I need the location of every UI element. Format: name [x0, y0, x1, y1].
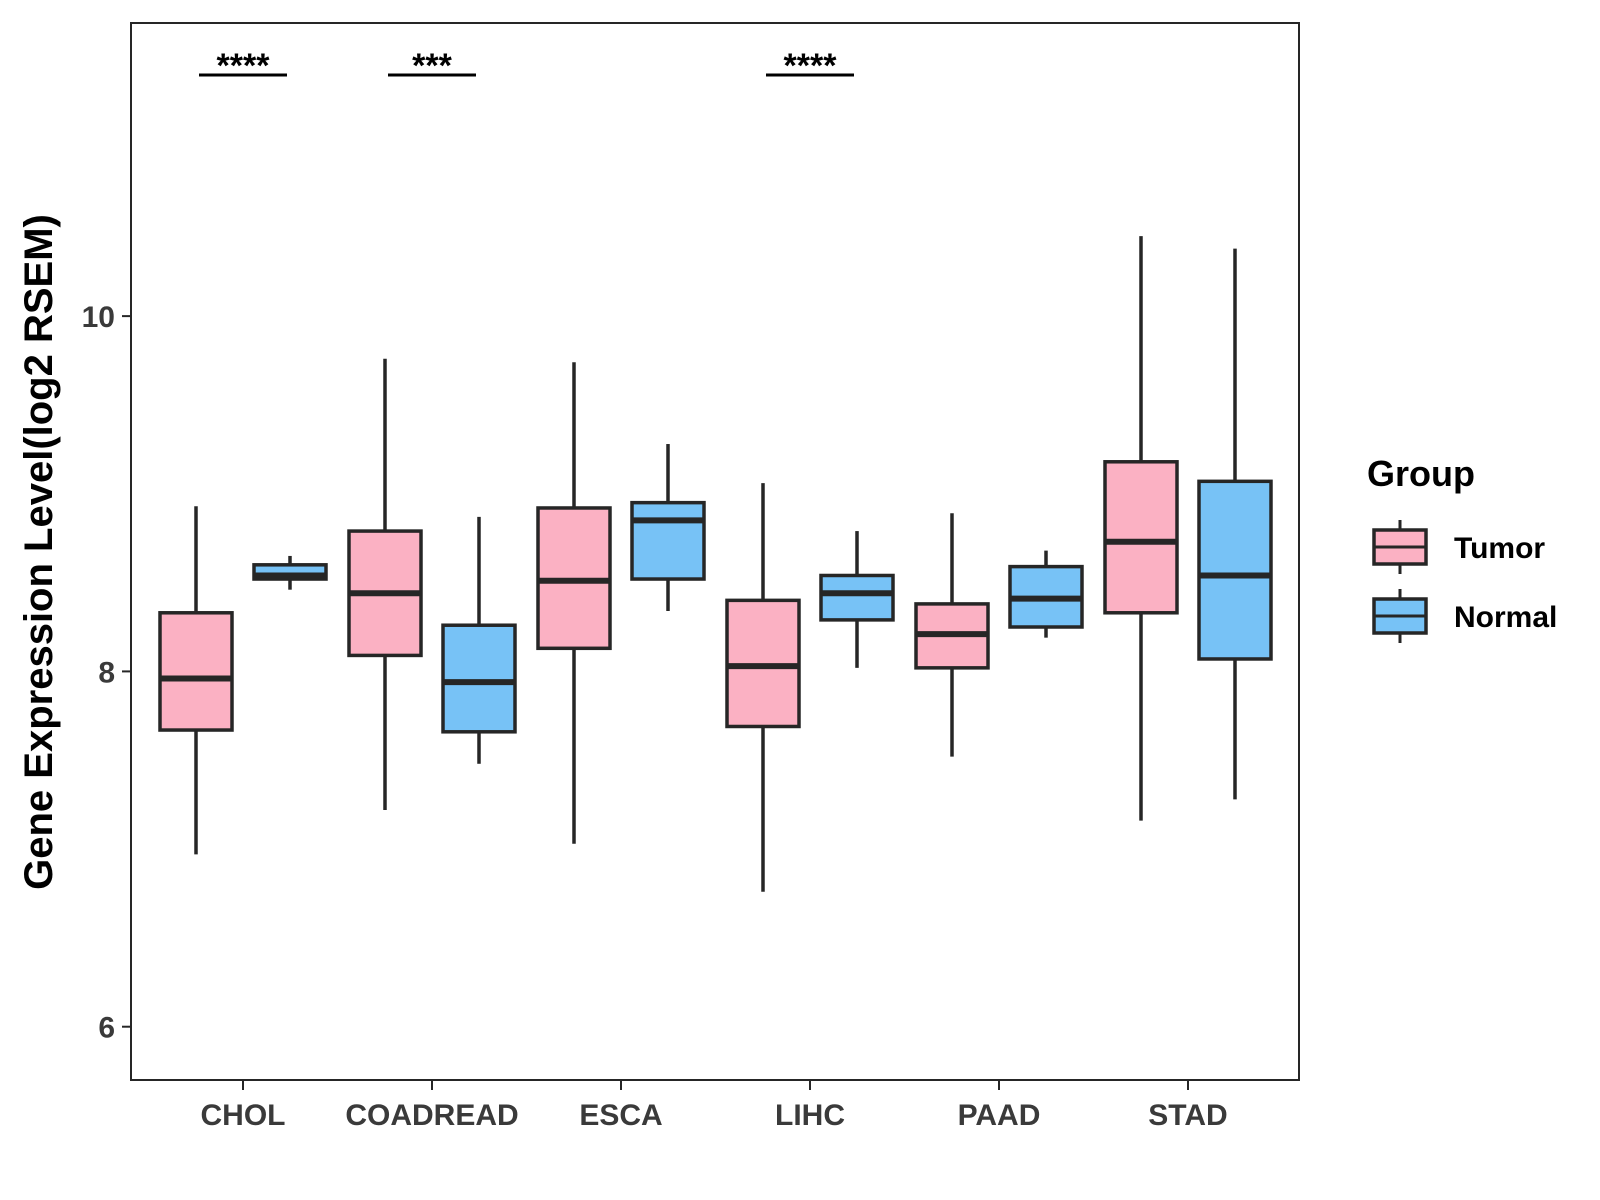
iqr-box [1103, 460, 1179, 615]
x-tick-label: PAAD [958, 1099, 1041, 1132]
box-normal-stad [1197, 248, 1273, 800]
iqr-box [158, 611, 234, 732]
legend-items: Tumor Normal [1372, 520, 1557, 643]
y-axis-label: Gene Expression Level(log2 RSEM) [17, 214, 61, 890]
legend-label: Tumor [1454, 532, 1545, 565]
box-tumor-coadread [347, 358, 423, 810]
y-tick-label: 8 [98, 656, 115, 689]
legend-item-tumor: Tumor [1372, 520, 1545, 574]
box-normal-chol [252, 555, 328, 590]
box-tumor-lihc [725, 483, 801, 892]
legend: Group Tumor Normal [1367, 453, 1557, 643]
x-axis: CHOL COADREAD ESCA LIHC PAAD STAD [201, 1080, 1228, 1132]
box-tumor-stad [1103, 236, 1179, 821]
x-tick-label: ESCA [579, 1099, 662, 1132]
box-tumor-paad [914, 513, 990, 757]
legend-item-normal: Normal [1372, 589, 1557, 643]
iqr-box [819, 573, 895, 622]
significance-label: *** [412, 47, 452, 85]
boxes [158, 236, 1273, 892]
box-normal-paad [1008, 550, 1084, 638]
iqr-box [630, 500, 706, 581]
significance-annotations: **** *** **** [199, 47, 854, 85]
x-tick-label: CHOL [201, 1099, 286, 1132]
legend-title: Group [1367, 453, 1475, 494]
y-tick-label: 6 [98, 1012, 115, 1045]
box-normal-coadread [441, 516, 517, 764]
box-normal-esca [630, 444, 706, 612]
y-axis: 6 8 10 [82, 301, 131, 1045]
significance-label: **** [217, 47, 271, 85]
box-tumor-chol [158, 506, 234, 855]
iqr-box [441, 623, 517, 734]
iqr-box [1197, 479, 1273, 661]
box-tumor-esca [536, 362, 612, 844]
x-tick-label: STAD [1148, 1099, 1227, 1132]
significance-label: **** [784, 47, 838, 85]
legend-label: Normal [1454, 601, 1557, 634]
x-tick-label: LIHC [775, 1099, 845, 1132]
box-normal-lihc [819, 531, 895, 668]
x-tick-label: COADREAD [345, 1099, 518, 1132]
y-tick-label: 10 [82, 301, 115, 334]
